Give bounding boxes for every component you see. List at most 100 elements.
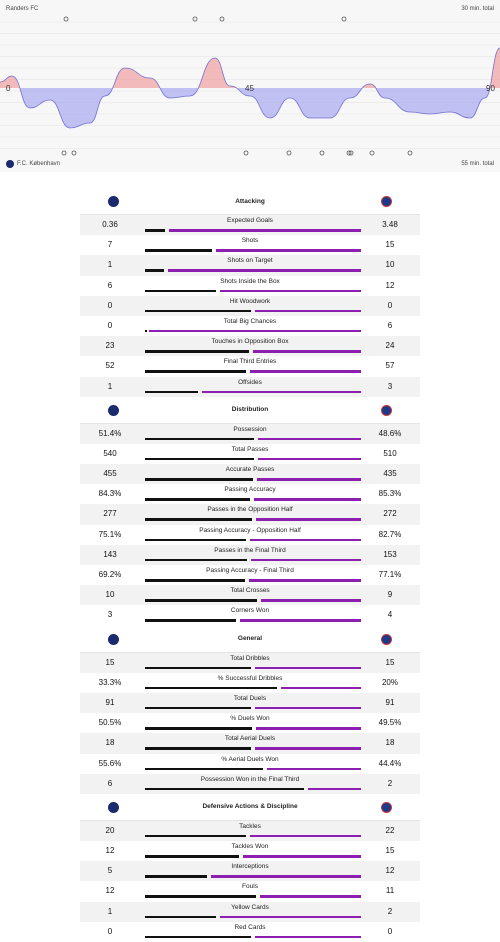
- axis-label-45: 45: [245, 84, 254, 93]
- stat-row: 50.5% % Duels Won 49.5%: [80, 713, 420, 733]
- away-value: 22: [385, 825, 395, 835]
- stat-row: 15 Total Dribbles 15: [80, 652, 420, 673]
- home-value: 84.3%: [98, 489, 122, 499]
- away-bar: [255, 935, 361, 939]
- away-value: 11: [385, 886, 395, 896]
- momentum-chart: Randers FC 30 min. total F.C. København …: [0, 0, 500, 172]
- away-crest-icon: [381, 633, 392, 645]
- event-icon: [63, 16, 69, 22]
- home-bar: [145, 437, 254, 441]
- stat-label: Touches in Opposition Box: [211, 338, 289, 346]
- stat-row: 6 Possession Won in the Final Third 2: [80, 773, 420, 794]
- away-bar: [249, 834, 361, 838]
- stat-row: 10 Total Crosses 9: [80, 585, 420, 606]
- comparison-bar: [145, 390, 361, 393]
- away-crest-icon: [381, 196, 392, 207]
- away-bar: [251, 558, 361, 562]
- home-bar: [145, 370, 247, 373]
- away-bar: [211, 875, 361, 878]
- away-value: 15: [385, 657, 395, 667]
- home-value: 143: [103, 549, 117, 559]
- home-value: 51.4%: [98, 428, 122, 438]
- away-bar: [266, 767, 361, 770]
- stat-row: 455 Accurate Passes 435: [80, 464, 420, 485]
- stat-row: 540 Total Passes 510: [80, 444, 420, 464]
- stat-label: Yellow Cards: [231, 903, 269, 911]
- comparison-bar: [145, 895, 361, 898]
- home-value: 6: [107, 778, 113, 788]
- away-value: 77.1%: [378, 570, 402, 579]
- event-icon: [341, 16, 347, 22]
- stat-label: Passing Accuracy: [224, 486, 276, 494]
- stat-row: 33.3% % Successful Dribbles 20%: [80, 673, 420, 693]
- stat-row: 0 Red Cards 0: [80, 922, 420, 942]
- comparison-bar: [145, 599, 361, 602]
- stat-label: Accurate Passes: [225, 466, 275, 474]
- stat-row: 52 Final Third Entries 57: [80, 356, 420, 376]
- away-bar: [254, 498, 361, 501]
- away-team-name: F.C. København: [17, 161, 61, 167]
- stat-label: Shots on Target: [227, 257, 273, 265]
- home-bar: [145, 787, 304, 791]
- home-value: 0: [107, 300, 113, 310]
- home-bar: [145, 538, 246, 542]
- home-bar: [145, 619, 236, 622]
- stat-label: Passes in the Opposition Half: [207, 506, 293, 514]
- comparison-bar: [145, 269, 361, 272]
- home-bar: [145, 834, 246, 838]
- stat-label: Possession Won in the Final Third: [200, 775, 300, 783]
- section-header: Defensive Actions & Discipline: [80, 794, 420, 821]
- comparison-bar: [145, 289, 361, 293]
- stat-row: 0 Hit Woodwork 0: [80, 295, 420, 316]
- home-bar: [145, 935, 251, 939]
- stat-label: Corners Won: [230, 607, 270, 615]
- home-value: 0: [107, 926, 113, 936]
- comparison-bar: [145, 834, 361, 838]
- away-bar: [255, 706, 361, 710]
- stat-label: Passes in the Final Third: [214, 546, 286, 554]
- home-bar: [145, 558, 248, 562]
- comparison-bar: [145, 787, 361, 791]
- home-bar: [145, 350, 249, 353]
- stat-label: Hit Woodwork: [229, 297, 271, 305]
- home-value: 1: [107, 260, 113, 270]
- home-bar: [145, 518, 252, 521]
- home-bar: [145, 706, 251, 710]
- home-bar: [145, 390, 198, 393]
- stat-row: 6 Shots Inside the Box 12: [80, 276, 420, 296]
- away-value: 12: [385, 866, 395, 876]
- home-team-label: Randers FC: [6, 6, 38, 12]
- away-bar: [202, 390, 361, 393]
- stat-row: 3 Corners Won 4: [80, 605, 420, 625]
- section-header: Distribution: [80, 397, 420, 424]
- axis-label-0: 0: [6, 84, 11, 93]
- stat-label: Passing Accuracy - Final Third: [206, 567, 294, 574]
- comparison-bar: [145, 666, 361, 670]
- home-total-label: 30 min. total: [461, 6, 494, 12]
- home-crest-icon: [108, 196, 119, 207]
- home-bar: [145, 329, 147, 333]
- stat-label: Total Aerial Duels: [224, 735, 276, 743]
- stat-label: Passing Accuracy - Opposition Half: [199, 526, 301, 534]
- away-total-label: 55 min. total: [461, 161, 494, 167]
- comparison-bar: [145, 350, 361, 353]
- stat-label: Shots: [241, 237, 259, 245]
- home-bar: [145, 457, 255, 461]
- away-bar: [252, 350, 361, 353]
- home-value: 20: [105, 825, 115, 835]
- home-value: 3: [107, 610, 113, 620]
- home-bar: [145, 727, 253, 730]
- away-value: 3.48: [382, 220, 398, 229]
- stat-label: Total Crosses: [230, 587, 270, 595]
- stat-label: Tackles: [239, 822, 261, 830]
- away-bar: [168, 269, 361, 272]
- stat-row: 75.1% Passing Accuracy - Opposition Half 8…: [80, 525, 420, 545]
- event-icon: [61, 150, 67, 156]
- away-bar: [255, 666, 361, 670]
- home-team-name: Randers FC: [6, 6, 39, 12]
- stat-row: 51.4% Possession 48.6%: [80, 423, 420, 444]
- comparison-bar: [145, 498, 361, 501]
- stat-row: 277 Passes in the Opposition Half 272: [80, 504, 420, 525]
- home-bar: [145, 498, 251, 501]
- stat-label: Shots Inside the Box: [220, 277, 280, 285]
